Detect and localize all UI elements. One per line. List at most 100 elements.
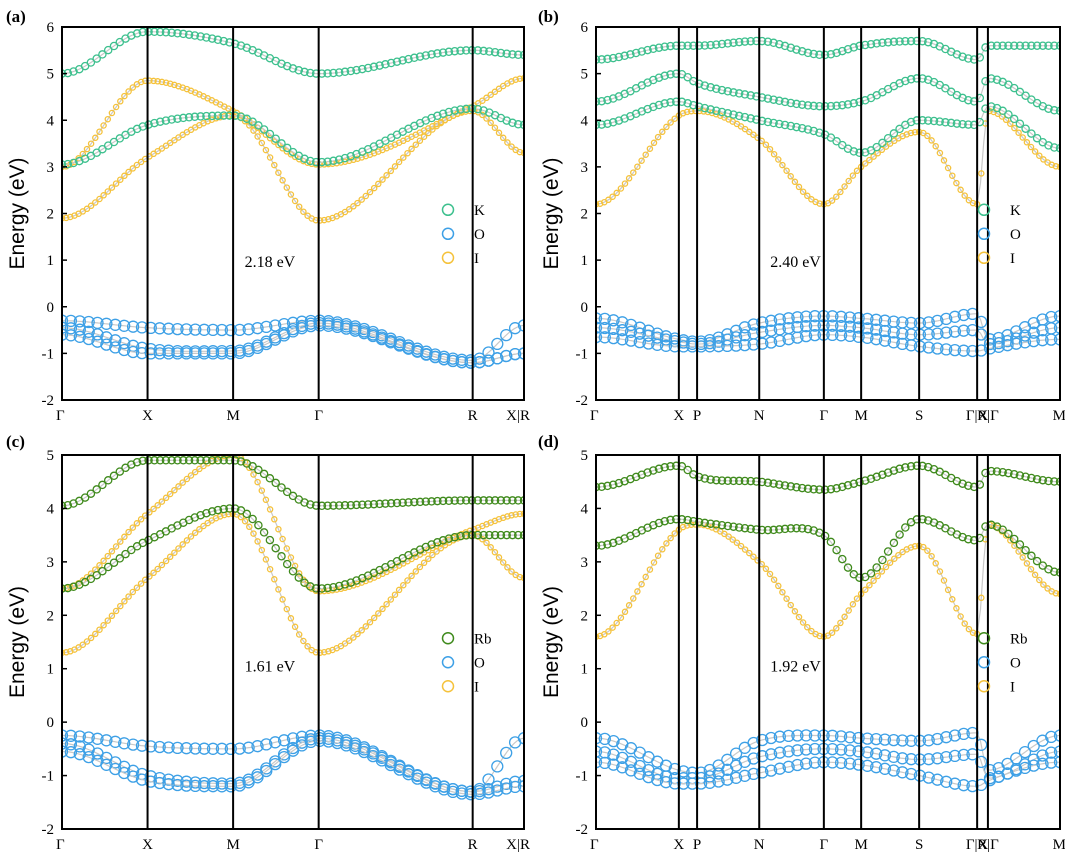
- band-point-I: [391, 163, 399, 170]
- band-point-O: [852, 731, 865, 745]
- band-point-Rb: [843, 563, 853, 572]
- band-point-Rb: [254, 465, 263, 475]
- band-point-O: [721, 753, 734, 766]
- band-point-I: [650, 139, 658, 147]
- band-point-O: [992, 336, 1005, 350]
- band-point-Rb: [213, 505, 223, 515]
- band-point-I: [520, 510, 524, 518]
- band-point-K: [683, 41, 692, 50]
- band-point-Rb: [473, 530, 483, 540]
- band-point-I: [133, 520, 141, 527]
- band-point-I: [886, 559, 894, 566]
- band-point-O: [473, 356, 486, 369]
- band-point-K: [878, 138, 887, 148]
- band-point-O: [482, 786, 495, 799]
- band-point-I: [944, 586, 952, 594]
- band-point-I: [845, 177, 852, 185]
- band-point-O: [607, 734, 620, 748]
- band-point-Rb: [444, 534, 454, 543]
- band-point-K: [797, 47, 807, 56]
- band-point-Rb: [473, 496, 483, 505]
- band-point-K: [712, 40, 721, 49]
- band-point-O: [948, 749, 962, 763]
- band-point-O: [198, 742, 211, 755]
- band-point-O: [1053, 321, 1060, 334]
- band-point-Rb: [883, 468, 893, 477]
- band-point-O: [703, 336, 716, 350]
- band-point-Rb: [98, 480, 107, 490]
- band-point-O: [366, 329, 380, 343]
- band-point-K: [1015, 87, 1025, 97]
- band-point-O: [922, 771, 935, 784]
- band-point-K: [826, 133, 836, 142]
- band-point-O: [1001, 334, 1014, 348]
- band-I-markers: [596, 107, 1060, 208]
- band-point-O: [826, 310, 839, 323]
- band-K-markers: [596, 36, 1060, 64]
- band-point-I: [92, 630, 99, 638]
- panel-b: (b) -2 -1 0 1 2 3 4 5 6 Γ X P N Γ M S Γ|XR|Γ M Energy (eV)…: [538, 7, 1065, 424]
- band-point-Rb: [712, 520, 721, 529]
- band-line-K: [596, 72, 1060, 112]
- band-point-K: [456, 46, 465, 55]
- band-point-I: [495, 129, 503, 137]
- band-point-I: [833, 193, 840, 200]
- band-point-I: [862, 586, 869, 593]
- band-point-O: [782, 745, 795, 758]
- band-point-O: [109, 341, 122, 354]
- band-point-I: [725, 533, 732, 540]
- band-point-K: [334, 68, 344, 77]
- legend-item-K: K: [441, 203, 485, 219]
- band-point-O: [852, 745, 865, 758]
- band-point-K: [1009, 83, 1019, 93]
- y-tick-label: -1: [42, 769, 55, 785]
- y-tick-label: 4: [47, 113, 55, 129]
- band-point-O: [992, 770, 1005, 783]
- band-point-O: [295, 322, 309, 335]
- band-point-O: [73, 323, 86, 336]
- band-point-I: [953, 605, 960, 612]
- band-point-Rb: [597, 541, 606, 550]
- band-point-I: [387, 596, 395, 603]
- band-point-I: [499, 134, 507, 142]
- band-point-K: [519, 50, 524, 60]
- band-point-O: [975, 755, 988, 769]
- band-point-K: [196, 112, 205, 121]
- band-point-I: [508, 143, 515, 150]
- band-point-O: [340, 739, 353, 752]
- band-point-O: [596, 756, 603, 769]
- band-point-K: [649, 75, 658, 85]
- band-point-O: [198, 347, 211, 360]
- band-point-K: [792, 99, 801, 109]
- band-point-O: [153, 776, 166, 790]
- band-point-Rb: [410, 497, 419, 507]
- band-point-K: [1021, 124, 1030, 133]
- band-point-O: [1045, 756, 1058, 769]
- band-K-markers: [62, 104, 524, 169]
- band-point-Rb: [660, 463, 669, 472]
- band-point-K: [729, 88, 738, 97]
- band-point-I: [479, 535, 486, 543]
- band-point-K: [207, 111, 217, 121]
- band-point-K: [786, 43, 796, 52]
- band-point-I: [191, 529, 199, 537]
- band-point-I: [878, 568, 886, 575]
- band-point-O: [269, 757, 282, 771]
- band-point-O: [118, 319, 131, 332]
- band-point-I: [504, 139, 511, 146]
- band-point-I: [487, 544, 494, 551]
- band-point-Rb: [444, 496, 454, 506]
- band-point-Rb: [479, 530, 488, 540]
- band-point-K: [775, 96, 784, 106]
- band-point-K: [946, 118, 956, 128]
- band-point-Rb: [456, 531, 465, 541]
- band-point-I: [345, 206, 353, 213]
- band-point-K: [138, 122, 148, 131]
- band-point-I: [978, 594, 985, 602]
- band-point-K: [992, 75, 1002, 84]
- legend-label: I: [1010, 251, 1015, 267]
- x-tick-label: X: [673, 408, 684, 424]
- band-point-K: [855, 97, 864, 107]
- band-point-Rb: [421, 497, 431, 506]
- band-point-K: [895, 124, 904, 134]
